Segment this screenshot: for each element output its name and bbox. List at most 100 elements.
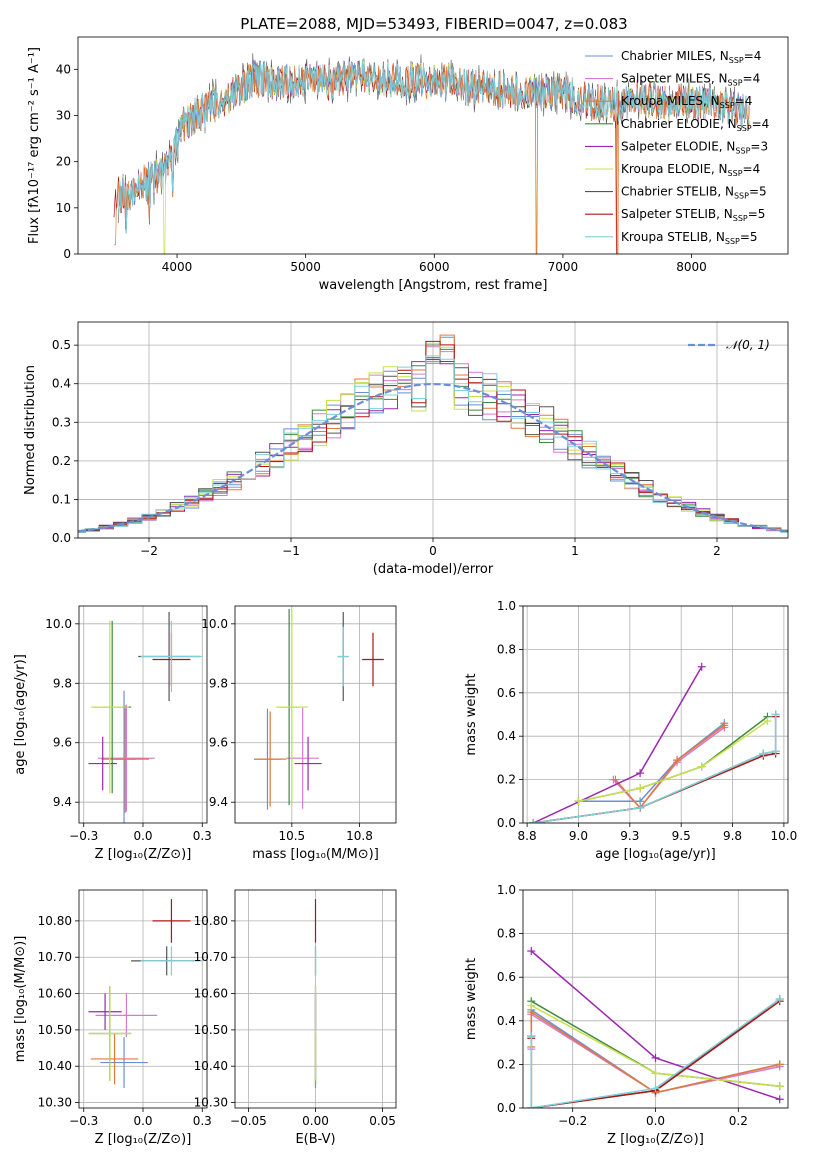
residual-legend-entry: 𝒩(0, 1) <box>726 338 770 352</box>
age_weight-weight-line <box>614 724 725 809</box>
z_age-y-tick-label: 10.0 <box>45 617 72 631</box>
spectrum-y-tick-label: 20 <box>56 155 71 169</box>
residuals-x-tick-label: 2 <box>713 544 721 558</box>
legend-suffix: =4 <box>743 72 761 86</box>
mass_age-y-tick-label: 10.0 <box>201 617 228 631</box>
age_weight-y-axis-label: mass weight <box>464 673 479 755</box>
mass_age-x-axis-label: mass [log₁₀(M/M⊙)] <box>252 847 379 862</box>
legend-subscript: SSP <box>733 214 748 223</box>
spectrum-series-line <box>114 60 750 254</box>
residuals-frame <box>77 321 789 539</box>
residuals-y-tick-label: 0.2 <box>52 454 71 468</box>
z_mass-y-tick-label: 10.70 <box>38 950 72 964</box>
plots: 4000 5000 6000 7000 8000010203040wavelength … <box>13 36 797 1147</box>
z_age-y-tick-label: 9.8 <box>53 676 72 690</box>
z_weight-y-axis-label: mass weight <box>464 958 479 1040</box>
spectrum-legend-entry: Kroupa STELIB, NSSP=5 <box>621 230 758 246</box>
z_mass-frame <box>78 889 208 1109</box>
legend-suffix: =4 <box>735 94 753 108</box>
ebv_mass-x-tick-label: −0.05 <box>230 1114 267 1128</box>
z_mass-y-tick-label: 10.60 <box>38 987 72 1001</box>
mass_age-y-tick-label: 9.6 <box>209 736 228 750</box>
spectrum-y-tick-label: 30 <box>56 108 71 122</box>
legend-suffix: =4 <box>744 49 762 63</box>
z_age-y-axis-label: age [log₁₀(age/yr)] <box>13 654 28 775</box>
spectrum-legend-entry: Chabrier ELODIE, NSSP=4 <box>621 117 769 133</box>
mass_age-y-tick-label: 9.4 <box>209 795 228 809</box>
spectrum-legend-entry: Salpeter MILES, NSSP=4 <box>621 72 760 88</box>
spectrum-legend-entry: Kroupa MILES, NSSP=4 <box>621 94 752 110</box>
residuals-x-tick-label: −1 <box>282 544 300 558</box>
age_weight-x-tick-label: 9.5 <box>672 829 691 843</box>
z_mass-y-tick-label: 10.80 <box>38 914 72 928</box>
z_weight-x-axis-label: Z [log₁₀(Z/Z⊙)] <box>607 1132 704 1147</box>
z_weight-x-tick-label: 0.0 <box>646 1114 665 1128</box>
mass_age-y-tick-label: 9.8 <box>209 676 228 690</box>
ebv_mass-x-axis-label: E(B-V) <box>295 1132 335 1147</box>
z_weight-y-tick-label: 0.6 <box>497 970 516 984</box>
spectrum-x-tick-label: 6000 <box>419 260 450 274</box>
residuals-y-tick-label: 0.0 <box>52 531 71 545</box>
residuals-y-tick-label: 0.4 <box>52 377 71 391</box>
z_mass-y-tick-label: 10.50 <box>38 1023 72 1037</box>
z_mass-y-tick-label: 10.40 <box>38 1059 72 1073</box>
z_age-y-tick-label: 9.6 <box>53 736 72 750</box>
legend-suffix: =5 <box>749 185 767 199</box>
ebv_mass-frame <box>234 889 397 1109</box>
residuals-x-tick-label: 0 <box>429 544 437 558</box>
ebv_mass-x-tick-label: 0.00 <box>302 1114 329 1128</box>
residuals-x-tick-label: −2 <box>140 544 158 558</box>
age_weight-y-tick-label: 0.6 <box>497 686 516 700</box>
z_weight-x-tick-label: 0.2 <box>729 1114 748 1128</box>
spectrum-legend-entry: Chabrier STELIB, NSSP=5 <box>621 185 767 201</box>
spectrum-legend-entry: Salpeter ELODIE, NSSP=3 <box>621 139 768 155</box>
age_weight-weight-line <box>533 716 777 823</box>
spectrum-y-tick-label: 40 <box>56 62 71 76</box>
age_weight-y-tick-label: 0.2 <box>497 773 516 787</box>
ebv_mass-y-tick-label: 10.30 <box>194 1096 228 1110</box>
z_mass-x-tick-label: −0.3 <box>69 1114 98 1128</box>
age_weight-weight-line <box>578 722 725 803</box>
z_age-frame <box>78 605 208 824</box>
legend-suffix: =4 <box>752 117 770 131</box>
z_age-x-axis-label: Z [log₁₀(Z/Z⊙)] <box>95 847 192 862</box>
age_weight-y-tick-label: 0.0 <box>497 816 516 830</box>
age_weight-weight-line <box>532 666 703 823</box>
z_weight-weight-line <box>530 998 781 1108</box>
spectrum-legend-entry: Chabrier MILES, NSSP=4 <box>621 49 761 65</box>
age_weight-y-tick-label: 1.0 <box>497 599 516 613</box>
spectrum-frame <box>77 36 789 255</box>
spectrum-x-tick-label: 4000 <box>162 260 193 274</box>
z_age-x-tick-label: −0.3 <box>69 829 98 843</box>
residual-histogram-series <box>78 355 788 533</box>
legend-suffix: =5 <box>748 207 766 221</box>
legend-suffix: =4 <box>743 162 761 176</box>
spectrum-y-tick-label: 10 <box>56 201 71 215</box>
figure-title: PLATE=2088, MJD=53493, FIBERID=0047, z=0… <box>240 15 627 33</box>
age_weight-y-tick-label: 0.8 <box>497 642 516 656</box>
age_weight-x-tick-label: 8.8 <box>518 829 537 843</box>
spectrum-x-tick-label: 8000 <box>676 260 707 274</box>
z_age-y-tick-label: 9.4 <box>53 795 72 809</box>
ebv_mass-x-tick-label: 0.05 <box>369 1114 396 1128</box>
z_age-x-tick-label: 0.0 <box>133 829 152 843</box>
age_weight-y-tick-label: 0.4 <box>497 729 516 743</box>
z_weight-frame <box>522 889 789 1109</box>
spectrum-legend-entry: Salpeter STELIB, NSSP=5 <box>621 207 765 223</box>
z_age-x-tick-label: 0.3 <box>193 829 212 843</box>
legend-suffix: =5 <box>740 230 758 244</box>
residuals-y-tick-label: 0.1 <box>52 492 71 506</box>
spectrum-legend-entry: Kroupa ELODIE, NSSP=4 <box>621 162 760 178</box>
legend-subscript: SSP <box>735 146 750 155</box>
spectrum-y-tick-label: 0 <box>63 247 71 261</box>
legend-subscript: SSP <box>734 192 749 201</box>
ebv_mass-y-tick-label: 10.40 <box>194 1059 228 1073</box>
residuals-x-tick-label: 1 <box>571 544 579 558</box>
spectrum-series-line <box>118 59 750 234</box>
legend-subscript: SSP <box>728 169 743 178</box>
normal-distribution-curve <box>78 382 786 533</box>
z_weight-y-tick-label: 0.4 <box>497 1014 516 1028</box>
z_mass-y-tick-label: 10.30 <box>38 1096 72 1110</box>
ebv_mass-y-tick-label: 10.50 <box>194 1023 228 1037</box>
z_weight-x-tick-label: −0.2 <box>558 1114 587 1128</box>
